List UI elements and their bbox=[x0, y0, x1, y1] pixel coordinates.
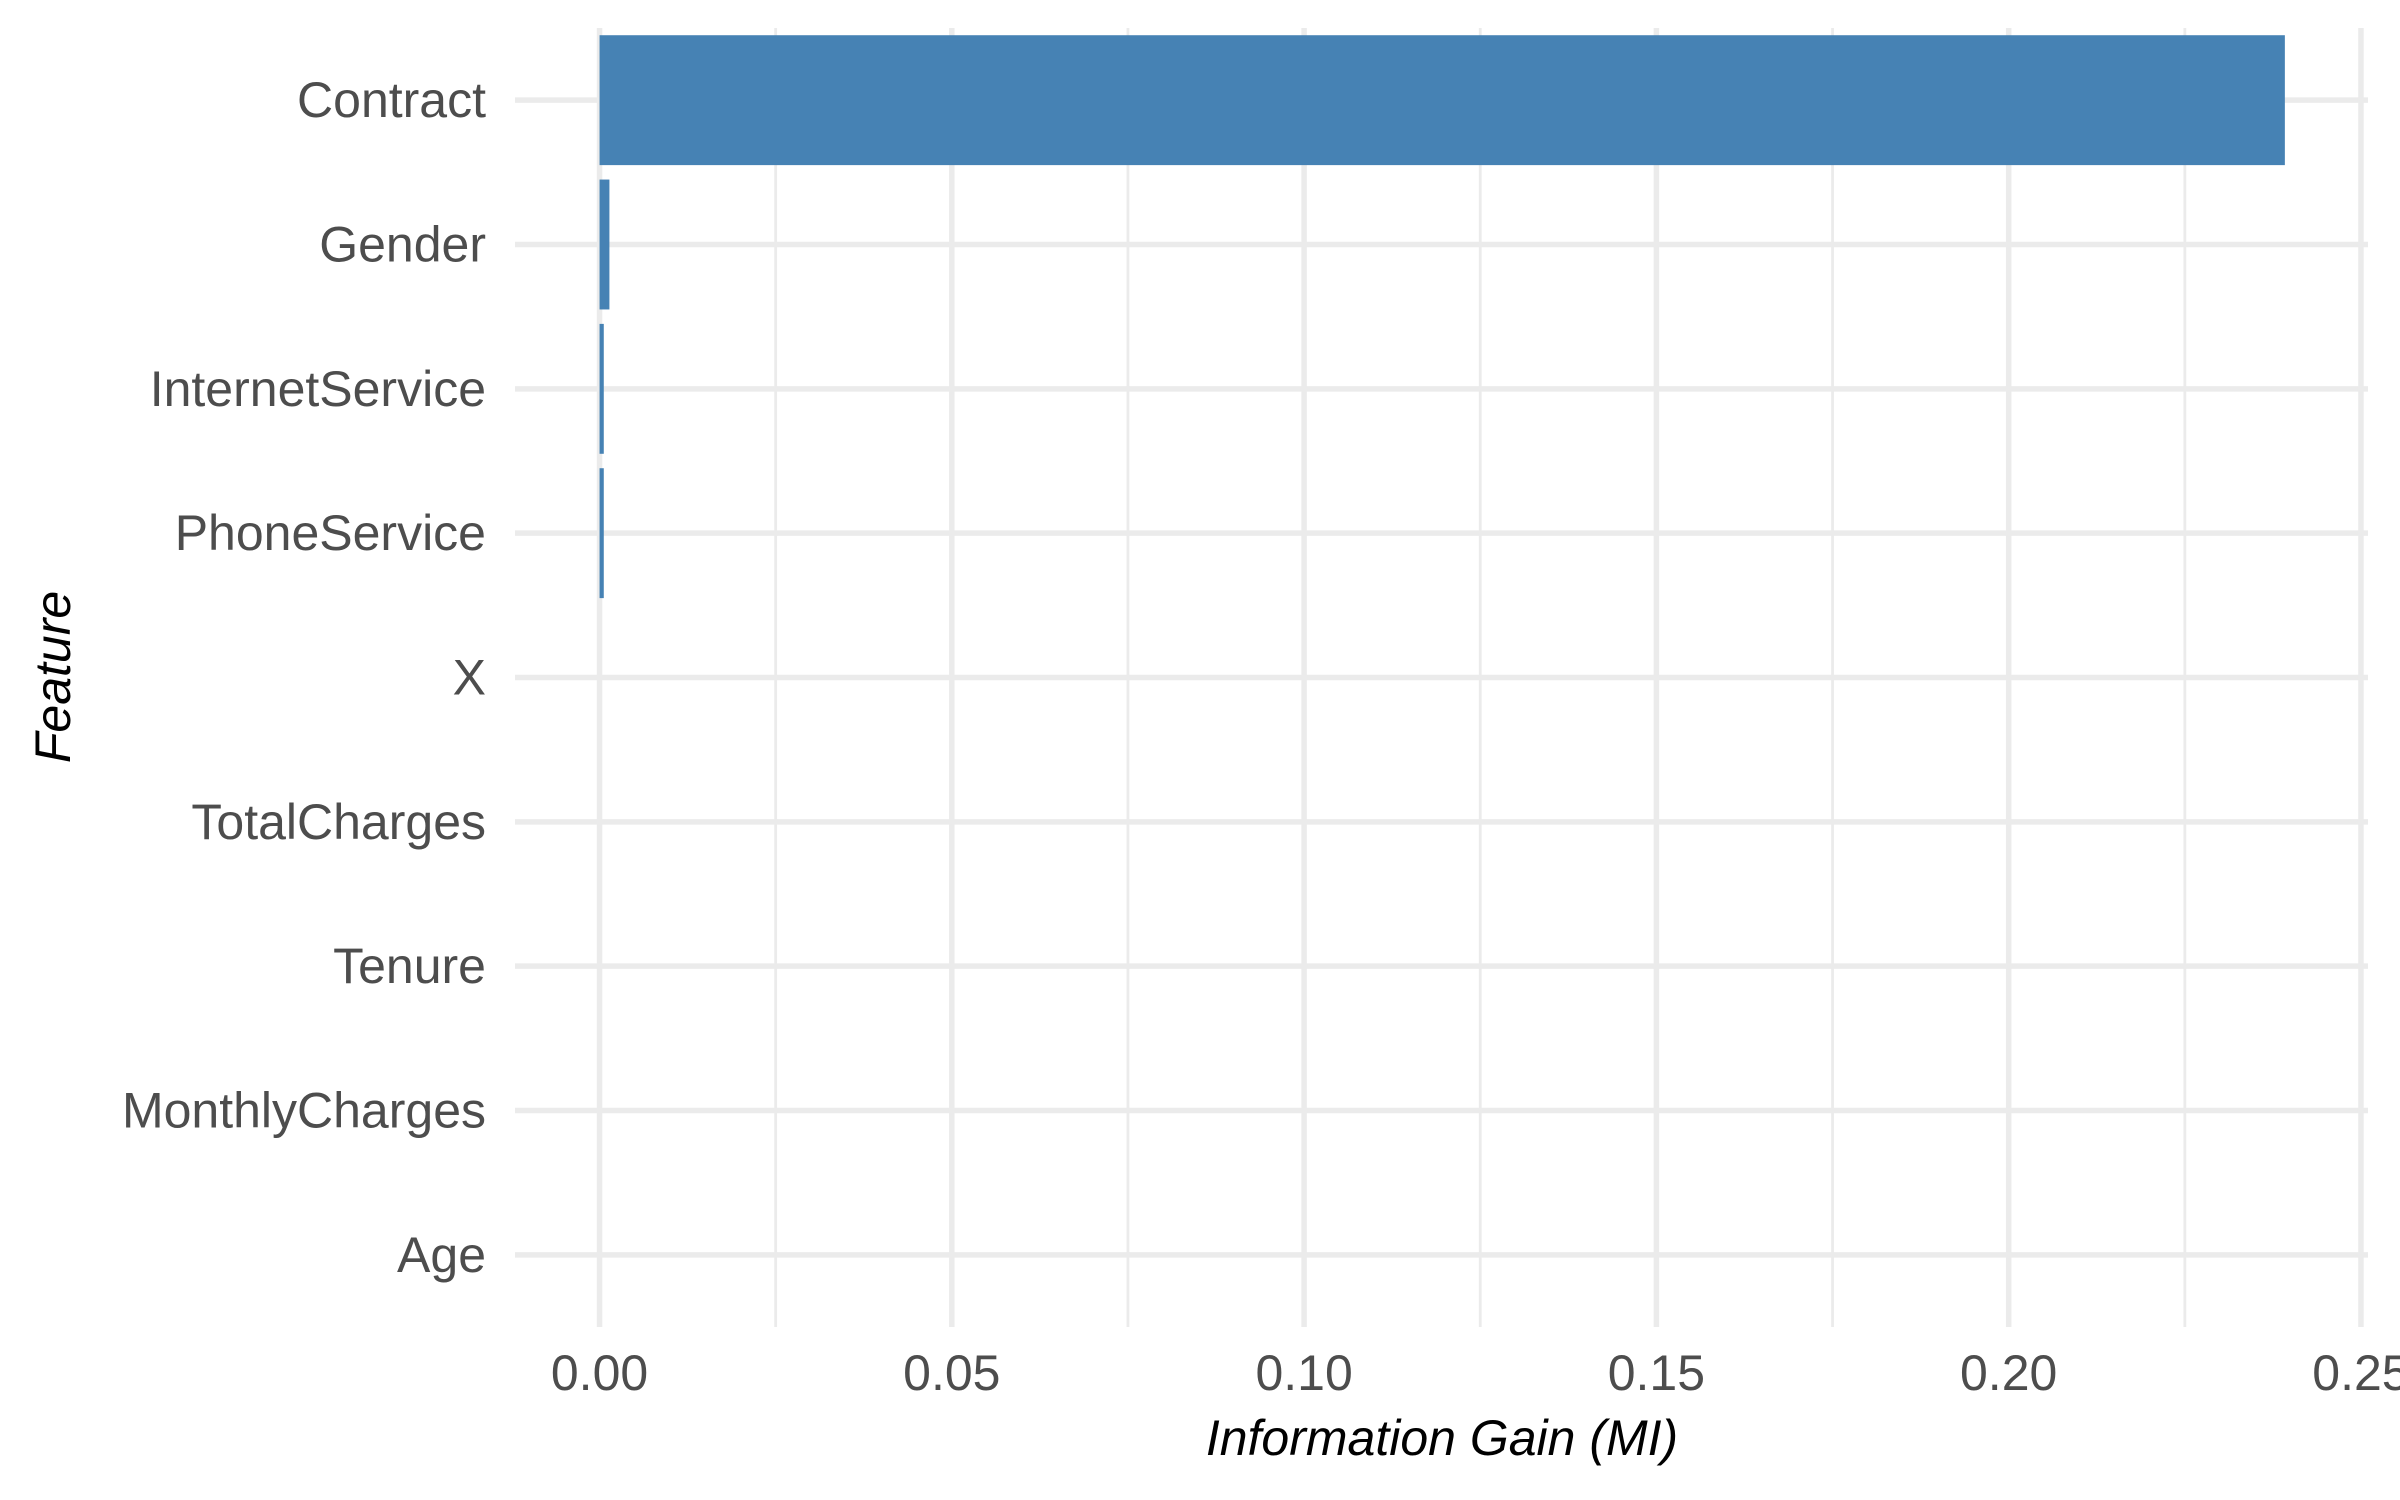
y-tick-label: Gender bbox=[319, 217, 486, 273]
bar-gender bbox=[599, 179, 610, 310]
y-tick-label: PhoneService bbox=[175, 505, 486, 561]
bars bbox=[599, 35, 2285, 599]
x-tick-label: 0.25 bbox=[2312, 1345, 2400, 1401]
y-tick-label: MonthlyCharges bbox=[122, 1083, 486, 1139]
y-tick-label: X bbox=[453, 650, 486, 706]
x-axis-tick-labels: 0.00 0.05 0.10 0.15 0.20 0.25 bbox=[551, 1345, 2400, 1401]
x-tick-label: 0.05 bbox=[903, 1345, 1000, 1401]
y-tick-label: InternetService bbox=[150, 361, 486, 417]
y-tick-label: TotalCharges bbox=[191, 794, 486, 850]
x-axis-title: Information Gain (MI) bbox=[1206, 1410, 1678, 1466]
y-axis-tick-labels: Contract Gender InternetService PhoneServic… bbox=[122, 72, 486, 1283]
major-gridlines bbox=[515, 28, 2368, 1327]
bar-internetservice bbox=[599, 323, 604, 454]
bar-phoneservice bbox=[599, 468, 604, 599]
x-tick-label: 0.20 bbox=[1960, 1345, 2057, 1401]
x-tick-label: 0.15 bbox=[1608, 1345, 1705, 1401]
y-tick-label: Contract bbox=[297, 72, 486, 128]
x-tick-label: 0.00 bbox=[551, 1345, 648, 1401]
bar-contract bbox=[599, 35, 2285, 166]
y-tick-label: Tenure bbox=[333, 938, 486, 994]
x-tick-label: 0.10 bbox=[1255, 1345, 1352, 1401]
y-axis-title: Feature bbox=[25, 591, 81, 763]
y-tick-label: Age bbox=[397, 1227, 486, 1283]
